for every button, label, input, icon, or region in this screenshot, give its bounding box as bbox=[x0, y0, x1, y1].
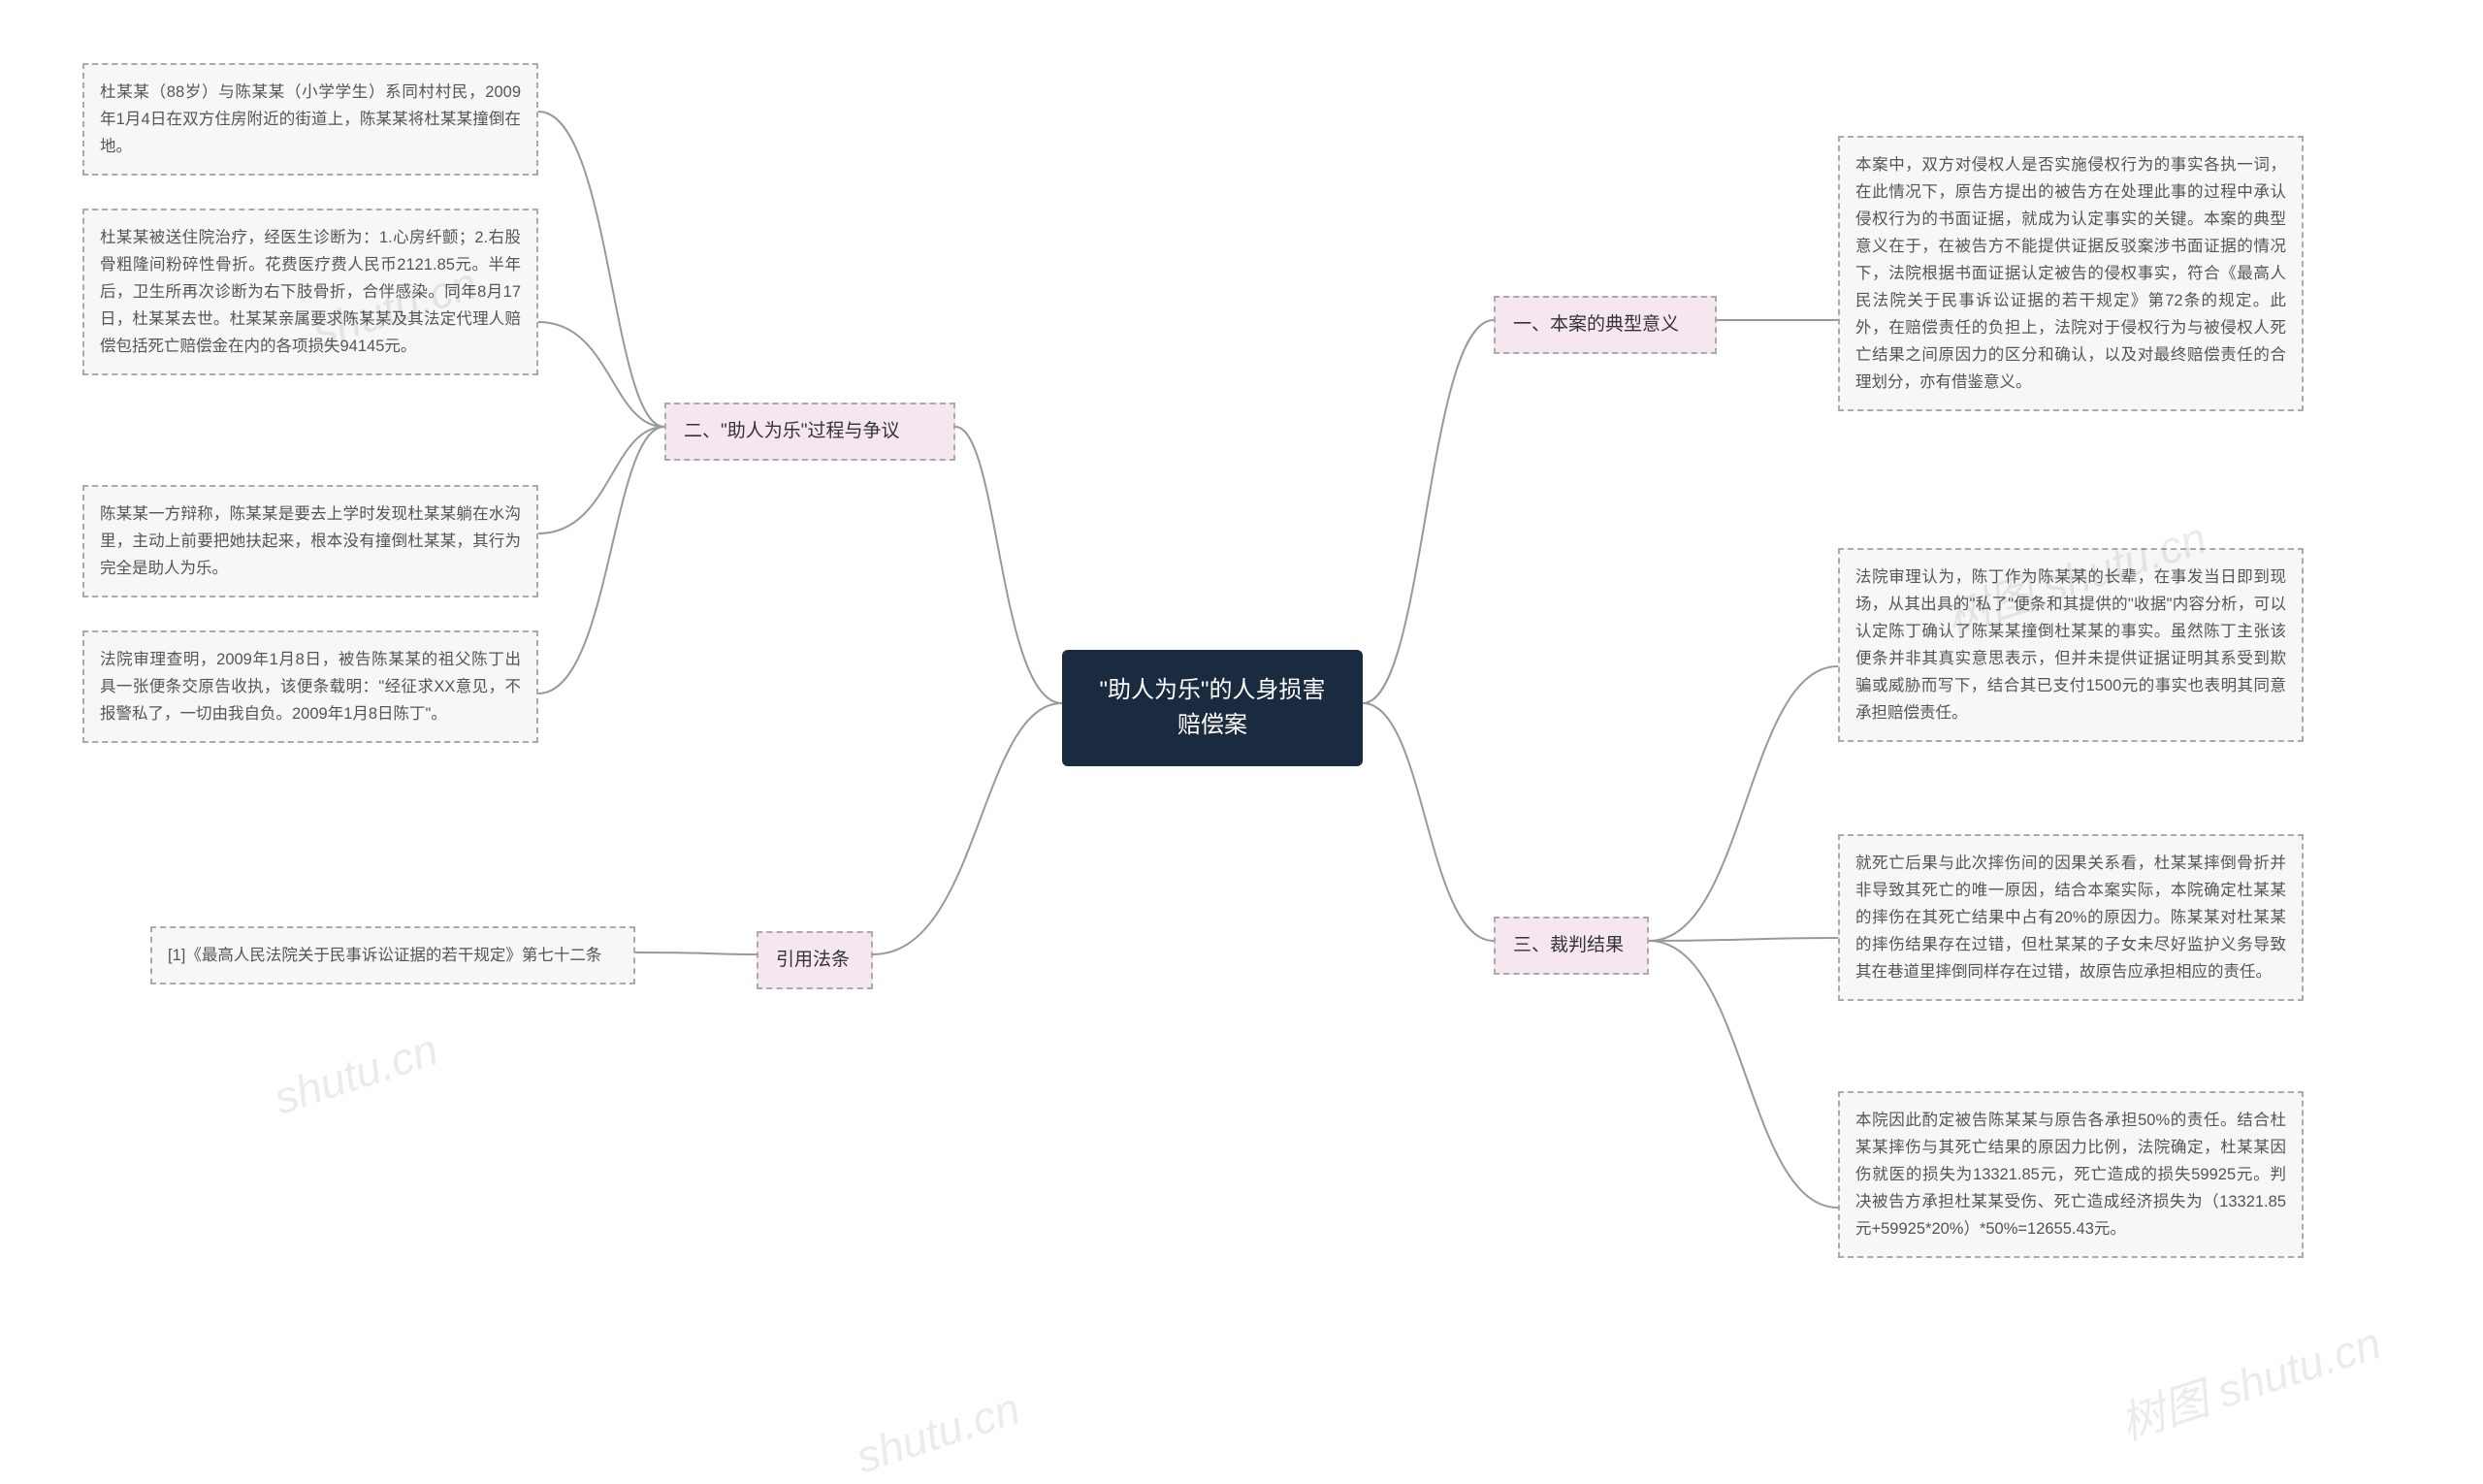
root-line2: 赔偿案 bbox=[1177, 712, 1247, 738]
watermark-5: 树图 shutu.cn bbox=[2112, 1308, 2388, 1453]
watermark-2: shutu.cn bbox=[268, 1022, 444, 1124]
leaf-r2-3: 本院因此酌定被告陈某某与原告各承担50%的责任。结合杜某某摔伤与其死亡结果的原因… bbox=[1838, 1091, 2304, 1258]
branch-cited-law: 引用法条 bbox=[757, 931, 873, 989]
leaf-r2-2: 就死亡后果与此次摔伤间的因果关系看，杜某某摔倒骨折并非导致其死亡的唯一原因，结合… bbox=[1838, 834, 2304, 1001]
leaf-l1-3: 陈某某一方辩称，陈某某是要去上学时发现杜某某躺在水沟里，主动上前要把她扶起来，根… bbox=[82, 485, 538, 597]
leaf-l1-2: 杜某某被送住院治疗，经医生诊断为：1.心房纤颤；2.右股骨粗隆间粉碎性骨折。花费… bbox=[82, 209, 538, 375]
leaf-r1-1: 本案中，双方对侵权人是否实施侵权行为的事实各执一词，在此情况下，原告方提出的被告… bbox=[1838, 136, 2304, 411]
branch-significance: 一、本案的典型意义 bbox=[1494, 296, 1717, 354]
leaf-l2-1: [1]《最高人民法院关于民事诉讼证据的若干规定》第七十二条 bbox=[150, 926, 635, 984]
root-line1: "助人为乐"的人身损害 bbox=[1099, 677, 1325, 703]
watermark-3: shutu.cn bbox=[850, 1381, 1026, 1483]
root-node: "助人为乐"的人身损害 赔偿案 bbox=[1062, 650, 1363, 766]
leaf-l1-4: 法院审理查明，2009年1月8日，被告陈某某的祖父陈丁出具一张便条交原告收执，该… bbox=[82, 630, 538, 743]
leaf-l1-1: 杜某某（88岁）与陈某某（小学学生）系同村村民，2009年1月4日在双方住房附近… bbox=[82, 63, 538, 176]
branch-judgment: 三、裁判结果 bbox=[1494, 917, 1649, 975]
branch-process-dispute: 二、"助人为乐"过程与争议 bbox=[664, 403, 955, 461]
leaf-r2-1: 法院审理认为，陈丁作为陈某某的长辈，在事发当日即到现场，从其出具的"私了"便条和… bbox=[1838, 548, 2304, 742]
